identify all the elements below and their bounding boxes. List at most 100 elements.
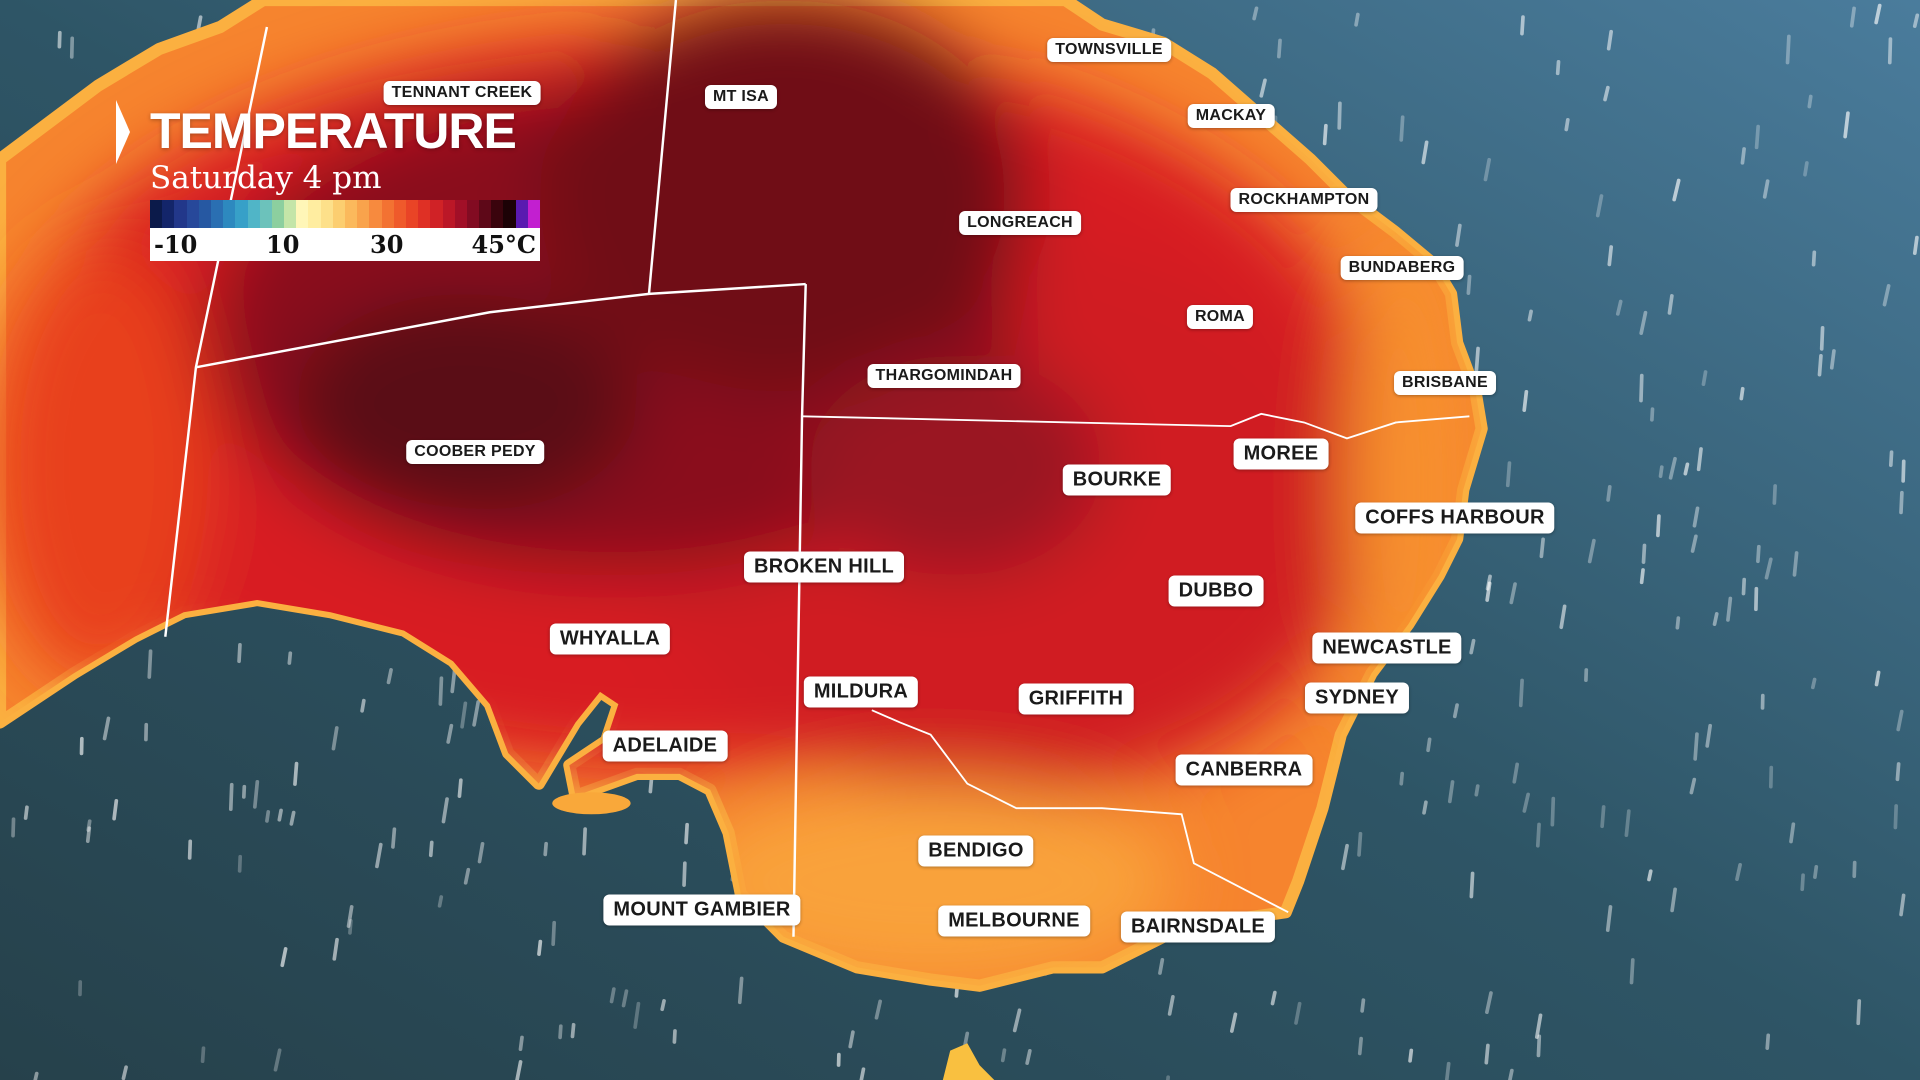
- wind-streak: [1354, 12, 1360, 27]
- color-swatch: [491, 200, 504, 228]
- color-swatch: [418, 200, 431, 228]
- wind-streak: [1692, 506, 1700, 528]
- wind-streak: [1901, 459, 1906, 483]
- wind-streak: [1735, 862, 1742, 882]
- wind-streak: [1785, 34, 1791, 65]
- wind-streak: [293, 761, 299, 786]
- wind-streak: [621, 989, 629, 1008]
- wind-streak: [1158, 957, 1165, 975]
- wind-streak: [1683, 462, 1690, 476]
- wind-streak: [1829, 349, 1836, 370]
- wind-streak: [1534, 1013, 1543, 1039]
- wind-streak: [1000, 1048, 1007, 1063]
- color-swatch: [405, 200, 419, 228]
- wind-streak: [1672, 178, 1681, 202]
- wind-streak: [1810, 677, 1817, 690]
- color-swatch: [332, 200, 345, 228]
- wind-streak: [1807, 94, 1813, 109]
- color-swatch: [271, 200, 285, 228]
- wind-streak: [1789, 822, 1796, 844]
- color-swatch: [479, 200, 492, 228]
- wind-streak: [1167, 995, 1175, 1016]
- wind-streak: [1509, 582, 1517, 605]
- wind-streak: [23, 805, 29, 820]
- tick-label: -10: [154, 230, 198, 259]
- color-swatch: [393, 200, 406, 228]
- wind-streak: [1595, 194, 1604, 218]
- wind-streak: [1705, 723, 1712, 748]
- wind-streak: [450, 667, 457, 694]
- color-swatch: [198, 200, 211, 228]
- color-swatch: [223, 200, 236, 228]
- place-label-melbourne: MELBOURNE: [938, 905, 1090, 937]
- wind-streak: [1360, 998, 1366, 1013]
- color-swatch: [308, 200, 321, 228]
- wind-streak: [287, 651, 293, 665]
- wind-streak: [1792, 551, 1799, 577]
- wind-streak: [1518, 678, 1524, 708]
- wind-streak: [1740, 147, 1746, 165]
- wind-streak: [1765, 1033, 1771, 1050]
- wind-streak: [1912, 235, 1919, 256]
- wind-streak: [633, 1001, 641, 1029]
- wind-streak: [1539, 537, 1545, 559]
- color-swatch: [369, 200, 382, 228]
- place-label-bundaberg: BUNDABERG: [1340, 256, 1464, 280]
- color-swatch: [174, 200, 187, 228]
- wind-streak: [682, 861, 687, 887]
- wind-streak: [280, 947, 288, 968]
- wind-streak: [1512, 762, 1519, 784]
- wind-streak: [477, 841, 485, 864]
- wind-streak: [265, 810, 271, 823]
- wind-streak: [1535, 822, 1541, 848]
- kangaroo-island: [552, 792, 631, 815]
- wind-streak: [441, 797, 449, 824]
- wind-streak: [1230, 1012, 1238, 1033]
- wind-streak: [1603, 85, 1610, 102]
- border-qld-nsw: [802, 412, 1470, 440]
- wind-streak: [1607, 245, 1614, 267]
- wind-streak: [1667, 294, 1674, 315]
- wind-streak: [1754, 124, 1760, 150]
- wind-streak: [1899, 893, 1906, 917]
- wind-streak: [1322, 123, 1328, 146]
- wind-streak: [1813, 864, 1819, 879]
- wind-streak: [1874, 670, 1881, 687]
- wind-streak: [1690, 534, 1698, 553]
- wind-streak: [1600, 805, 1606, 829]
- color-swatch: [235, 200, 248, 228]
- place-label-longreach: LONGREACH: [959, 211, 1081, 235]
- wind-streak: [1605, 905, 1613, 932]
- wind-streak: [1606, 484, 1612, 502]
- wind-streak: [1756, 544, 1761, 564]
- wind-streak: [1357, 831, 1363, 857]
- wind-streak: [1483, 157, 1492, 182]
- wind-streak: [11, 817, 16, 838]
- legend-title: TEMPERATURE: [150, 103, 517, 159]
- place-label-mackay: MACKAY: [1187, 104, 1275, 128]
- wind-streak: [228, 782, 234, 812]
- wind-streak: [121, 1065, 128, 1080]
- wind-streak: [331, 726, 339, 751]
- wind-streak: [1689, 777, 1697, 795]
- wind-streak: [446, 723, 454, 744]
- wind-streak: [963, 1031, 970, 1048]
- wind-streak: [1811, 250, 1817, 267]
- place-label-bendigo: BENDIGO: [918, 835, 1034, 867]
- state-borders: [164, 0, 1470, 937]
- arrow-icon: [116, 100, 130, 164]
- wind-streak: [332, 937, 339, 961]
- wind-streak: [874, 999, 882, 1020]
- wind-streak: [253, 780, 260, 809]
- wind-streak: [147, 649, 153, 679]
- color-swatch: [186, 200, 199, 228]
- wind-streak: [460, 701, 468, 729]
- wind-streak: [1587, 538, 1596, 564]
- wind-streak: [684, 822, 689, 845]
- place-label-bairnsdale: BAIRNSDALE: [1120, 911, 1276, 943]
- wind-streak: [1455, 223, 1462, 247]
- place-label-thargomindah: THARGOMINDAH: [867, 364, 1021, 388]
- wind-streak: [1888, 450, 1894, 468]
- wind-streak: [1693, 732, 1699, 761]
- wind-streak: [1444, 1061, 1451, 1080]
